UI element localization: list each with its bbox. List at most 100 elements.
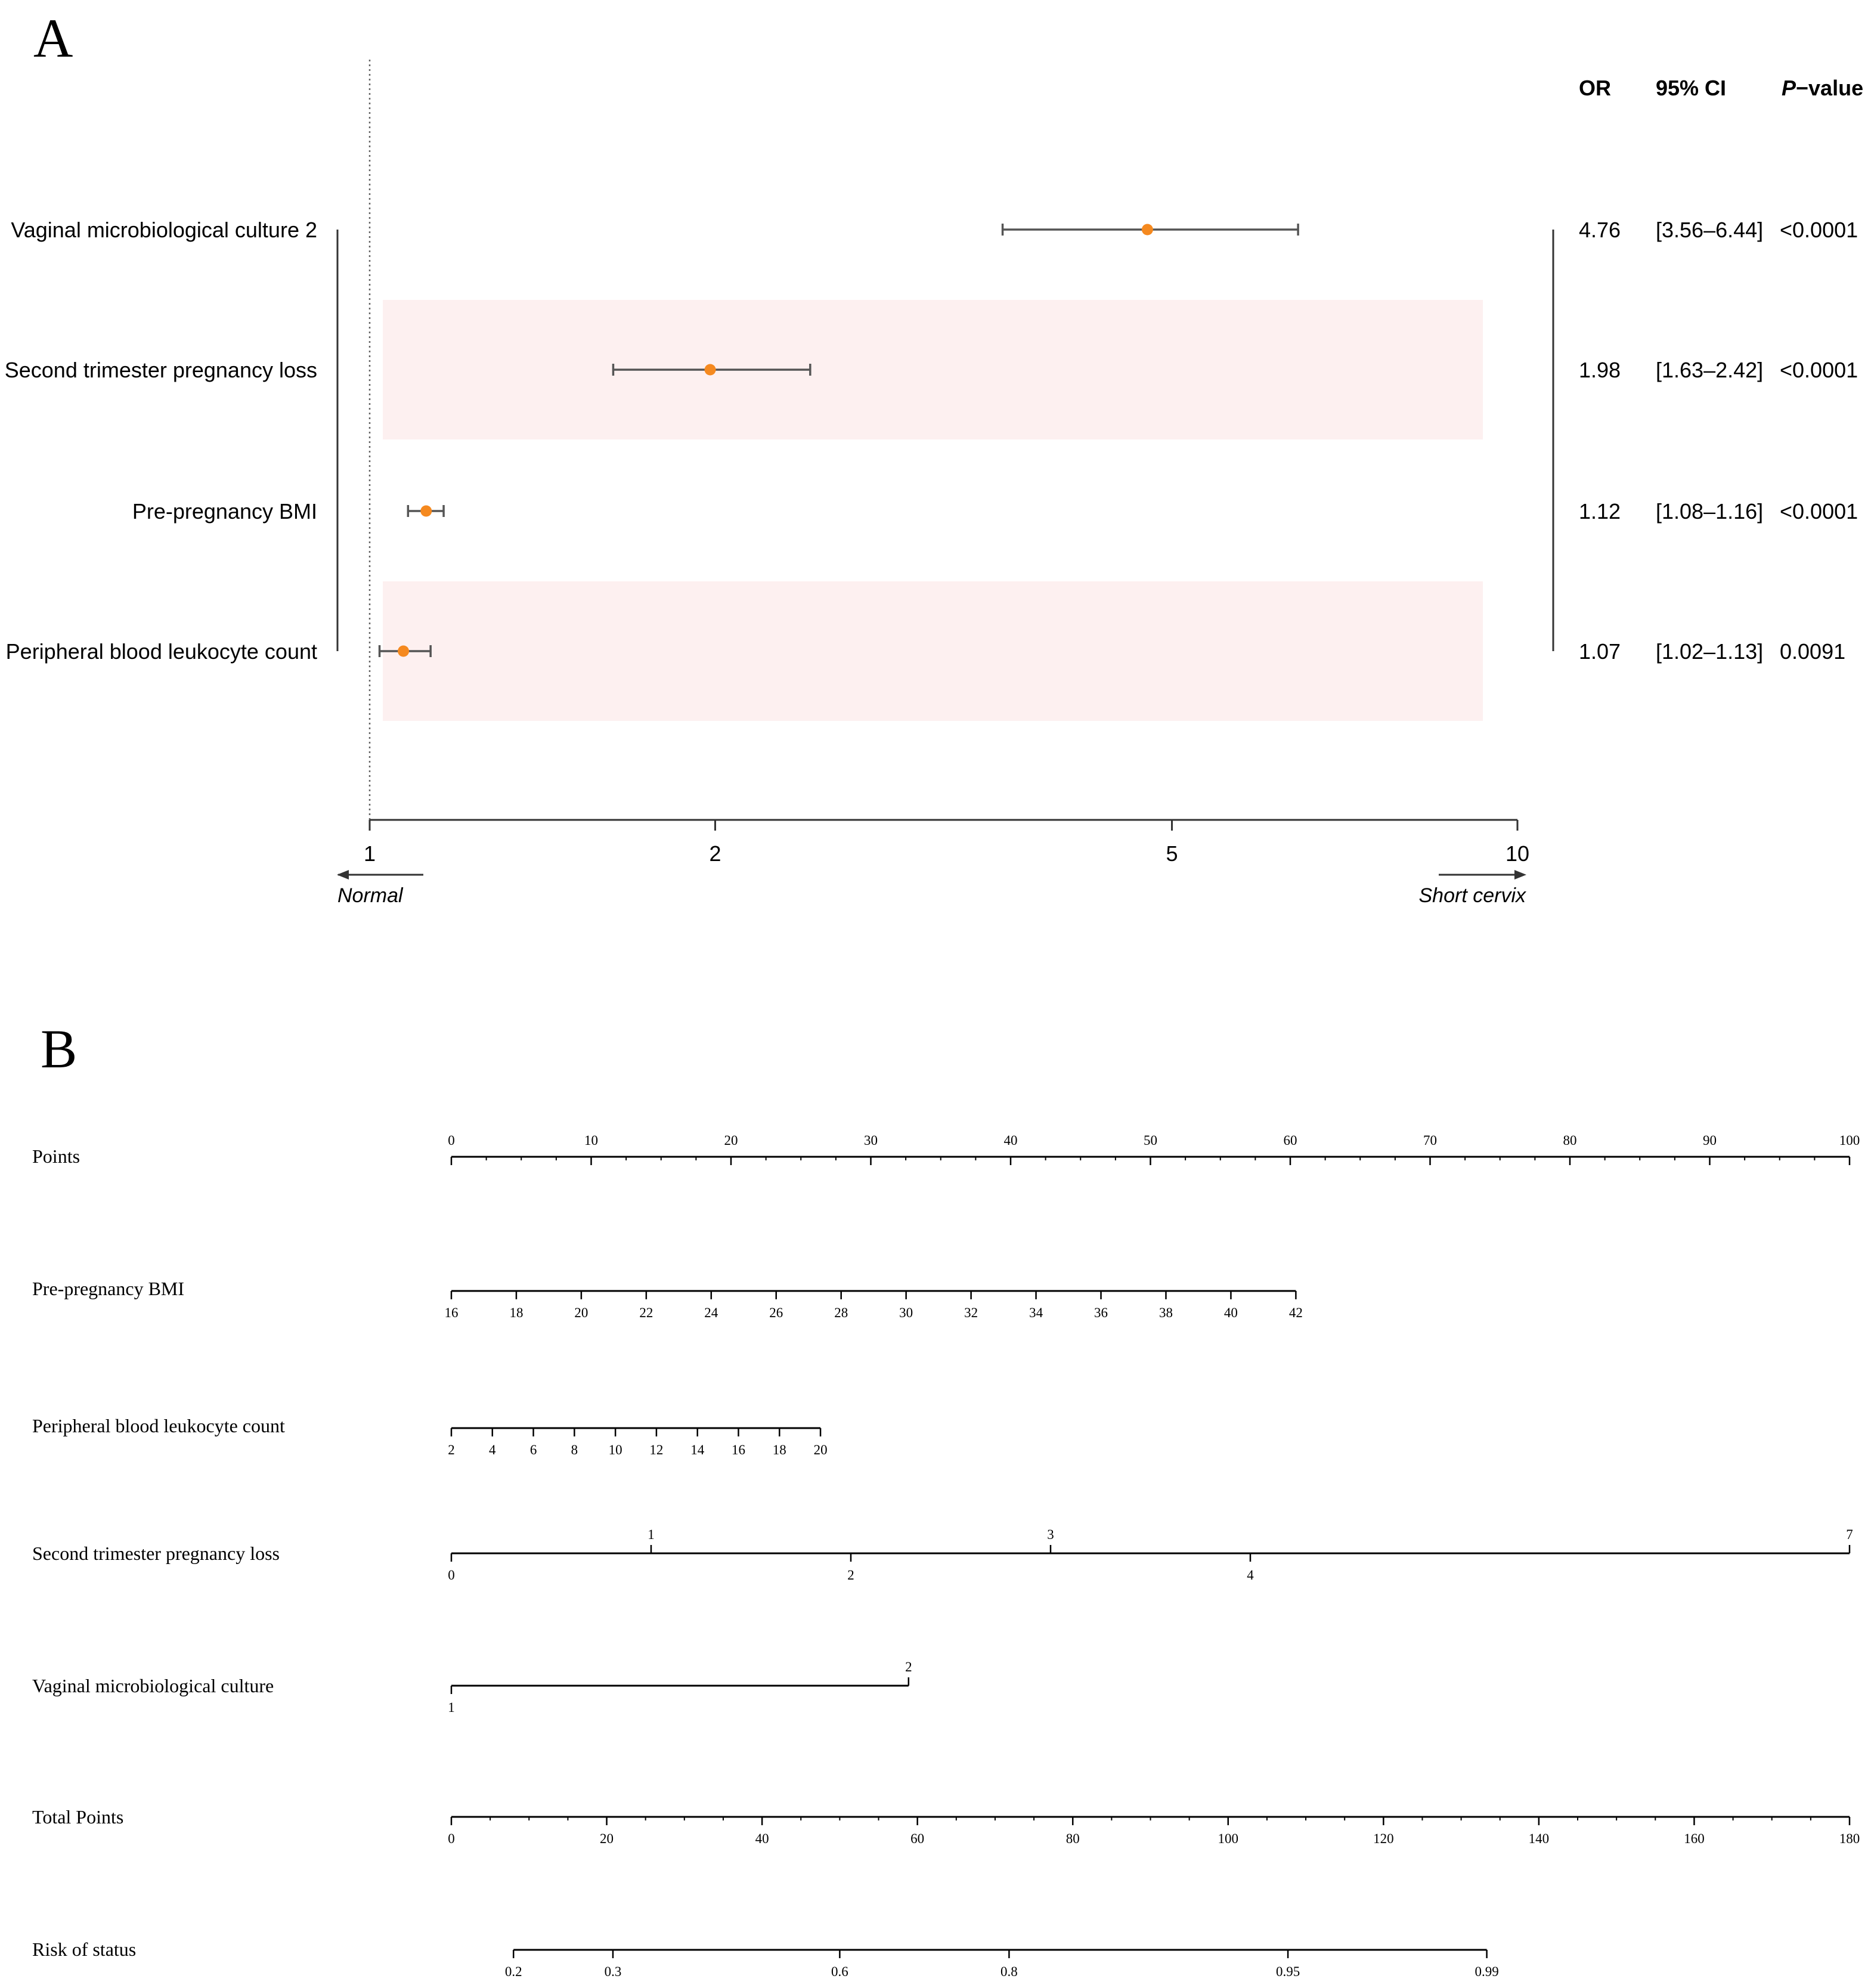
tick-label: 30 — [899, 1305, 913, 1320]
x-tick-label: 2 — [709, 841, 721, 866]
forest-row: Pre-pregnancy BMI 1.12 [1.08–1.16] <0.0001 — [132, 499, 1858, 524]
direction-right-label: Short cervix — [1419, 884, 1526, 907]
nomogram-row-label: Pre-pregnancy BMI — [32, 1278, 184, 1299]
forest-row: Second trimester pregnancy loss 1.98 [1.63… — [5, 358, 1858, 382]
or-value: 1.98 — [1579, 358, 1621, 382]
tick-label: 90 — [1703, 1133, 1717, 1148]
ci-value: [1.63–2.42] — [1656, 358, 1763, 382]
tick-label: 1 — [648, 1527, 655, 1542]
row-label: Vaginal microbiological culture 2 — [11, 218, 317, 242]
left-arrow-icon — [337, 870, 349, 880]
nomogram-row-label: Risk of status — [32, 1939, 136, 1960]
header-p-rest: −value — [1796, 76, 1863, 100]
direction-indicators: Normal Short cervix — [337, 870, 1526, 907]
tick-label: 0.3 — [605, 1964, 622, 1979]
tick-label: 20 — [600, 1831, 614, 1846]
tick-label: 38 — [1159, 1305, 1173, 1320]
tick-label: 4 — [489, 1442, 496, 1457]
tick-label: 30 — [864, 1133, 878, 1148]
tick-label: 20 — [724, 1133, 738, 1148]
tick-label: 40 — [1224, 1305, 1238, 1320]
or-point — [1141, 224, 1153, 236]
tick-label: 34 — [1029, 1305, 1043, 1320]
tick-label: 60 — [1284, 1133, 1297, 1148]
tick-label: 100 — [1839, 1133, 1860, 1148]
tick-label: 32 — [964, 1305, 978, 1320]
forest-rows: Vaginal microbiological culture 2 4.76 [3.… — [5, 218, 1858, 664]
tick-label: 20 — [814, 1442, 828, 1457]
tick-label: 60 — [910, 1831, 924, 1846]
tick-label: 40 — [755, 1831, 769, 1846]
nomogram-row: Peripheral blood leukocyte count 2 4 6 8 10 12… — [32, 1415, 828, 1457]
tick-label: 22 — [639, 1305, 653, 1320]
row-shading-bands — [383, 300, 1483, 721]
tick-label: 1 — [448, 1700, 455, 1715]
p-value: <0.0001 — [1780, 218, 1858, 242]
panel-b-label: B — [41, 1018, 77, 1079]
nomogram-row-label: Peripheral blood leukocyte count — [32, 1415, 285, 1436]
tick-label: 28 — [834, 1305, 848, 1320]
nomogram-row: Risk of status 0.2 0.3 0.6 0.8 0.95 0.99 — [32, 1939, 1499, 1979]
nomogram-row-label: Total Points — [32, 1806, 123, 1828]
row-label: Pre-pregnancy BMI — [132, 499, 317, 524]
direction-left-label: Normal — [337, 884, 404, 907]
forest-row: Vaginal microbiological culture 2 4.76 [3.… — [11, 218, 1858, 242]
tick-label: 180 — [1839, 1831, 1860, 1846]
tick-label: 18 — [773, 1442, 786, 1457]
ci-value: [1.08–1.16] — [1656, 499, 1763, 524]
right-arrow-icon — [1514, 870, 1526, 880]
tick-label: 8 — [571, 1442, 578, 1457]
tick-label: 7 — [1846, 1527, 1853, 1542]
tick-label: 0 — [448, 1831, 455, 1846]
forest-row: Peripheral blood leukocyte count 1.07 [1.0… — [6, 639, 1845, 664]
nomogram-row: Vaginal microbiological culture 1 2 — [32, 1659, 912, 1715]
x-axis: 1 2 5 10 — [364, 819, 1529, 866]
x-tick-label: 5 — [1166, 841, 1178, 866]
or-point — [398, 645, 410, 657]
x-tick-label: 10 — [1506, 841, 1529, 866]
tick-label: 0.99 — [1475, 1964, 1498, 1979]
tick-label: 160 — [1684, 1831, 1705, 1846]
tick-label: 16 — [732, 1442, 745, 1457]
nomogram-row: Pre-pregnancy BMI 16 18 20 22 24 26 28 30 32 34 36 3… — [32, 1278, 1303, 1320]
row-band — [383, 300, 1483, 439]
tick-label: 26 — [769, 1305, 783, 1320]
x-tick-label: 1 — [364, 841, 376, 866]
tick-label: 36 — [1094, 1305, 1108, 1320]
tick-label: 6 — [530, 1442, 537, 1457]
or-point — [420, 505, 432, 517]
row-band — [383, 581, 1483, 721]
tick-label: 14 — [690, 1442, 705, 1457]
p-value: <0.0001 — [1780, 499, 1858, 524]
ci-value: [1.02–1.13] — [1656, 639, 1763, 664]
tick-label: 140 — [1529, 1831, 1550, 1846]
panel-a-label: A — [33, 8, 73, 69]
tick-label: 24 — [704, 1305, 718, 1320]
table-headers: OR 95% CI P−value — [1579, 76, 1863, 100]
tick-label: 80 — [1066, 1831, 1080, 1846]
or-value: 1.07 — [1579, 639, 1621, 664]
or-value: 4.76 — [1579, 218, 1621, 242]
tick-label: 2 — [847, 1568, 854, 1583]
tick-label: 0.95 — [1276, 1964, 1300, 1979]
tick-label: 2 — [448, 1442, 455, 1457]
nomogram-row-label: Vaginal microbiological culture — [32, 1675, 274, 1696]
row-brackets — [336, 230, 1554, 651]
tick-label: 4 — [1247, 1568, 1254, 1583]
row-label: Peripheral blood leukocyte count — [6, 639, 317, 664]
forest-plot-panel: A Vaginal microbiological culture 2 4.76 [… — [5, 8, 1863, 907]
header-p-italic: P — [1782, 76, 1796, 100]
tick-label: 10 — [584, 1133, 598, 1148]
tick-label: 42 — [1289, 1305, 1303, 1320]
or-value: 1.12 — [1579, 499, 1621, 524]
tick-label: 18 — [509, 1305, 523, 1320]
tick-label: 20 — [574, 1305, 588, 1320]
row-label: Second trimester pregnancy loss — [5, 358, 317, 382]
tick-label: 3 — [1047, 1527, 1054, 1542]
tick-label: 80 — [1563, 1133, 1577, 1148]
tick-label: 10 — [609, 1442, 622, 1457]
tick-label: 120 — [1373, 1831, 1394, 1846]
